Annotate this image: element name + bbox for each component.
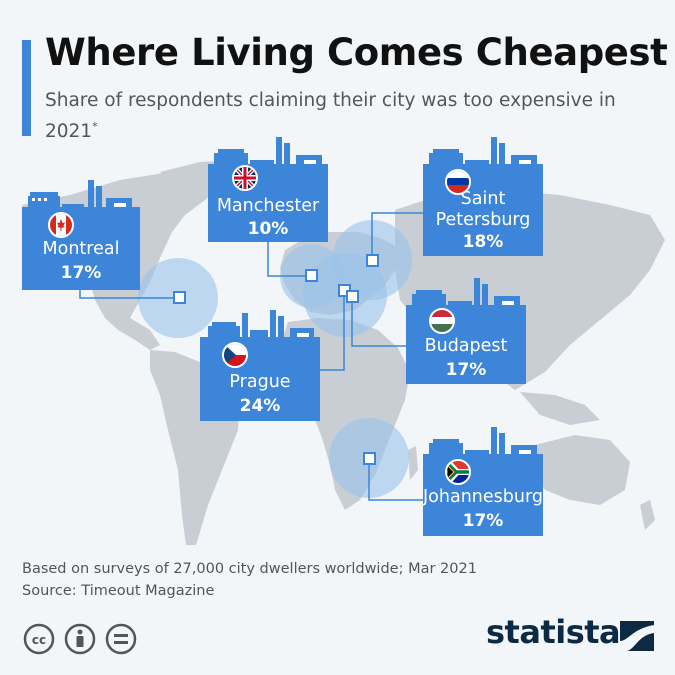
city-card-montreal: Montreal 17% <box>22 176 140 290</box>
city-name-budapest: Budapest <box>424 336 508 356</box>
city-card-box <box>406 305 526 384</box>
city-value-manchester: 10% <box>247 219 289 239</box>
source-note: Source: Timeout Magazine <box>22 583 215 599</box>
city-value-johannesburg: 17% <box>462 511 504 531</box>
saint-petersburg-marker <box>366 254 379 267</box>
survey-note: Based on surveys of 27,000 city dwellers… <box>22 561 477 577</box>
creative-commons-icon <box>23 623 55 655</box>
city-card-box <box>208 164 328 242</box>
russia-flag-icon <box>445 169 471 195</box>
no-derivatives-icon <box>105 623 137 655</box>
southeast-asia-shape <box>520 392 600 425</box>
city-value-prague: 24% <box>239 396 281 416</box>
johannesburg-connector <box>368 458 425 501</box>
saint-petersburg-connector <box>371 212 424 260</box>
city-name-johannesburg: Johannesburg <box>423 487 543 507</box>
johannesburg-marker <box>363 452 376 465</box>
title-accent-bar <box>22 40 31 136</box>
city-value-saint-petersburg: 18% <box>462 232 504 252</box>
city-card-box <box>200 337 320 421</box>
hungary-flag-icon <box>429 308 455 334</box>
subtitle-footnote-mark: * <box>92 120 98 133</box>
manchester-marker <box>305 269 318 282</box>
australia-shape <box>532 435 630 505</box>
city-name-manchester: Manchester <box>216 196 320 216</box>
page-title: Where Living Comes Cheapest <box>45 31 668 74</box>
city-name-montreal: Montreal <box>42 239 120 259</box>
montreal-marker <box>173 291 186 304</box>
canada-flag-icon <box>48 212 74 238</box>
attribution-icon <box>64 623 96 655</box>
subtitle-text: Share of respondents claiming their city… <box>45 90 616 143</box>
montreal-connector <box>79 290 180 299</box>
city-name-prague: Prague <box>229 372 291 392</box>
city-card-box <box>423 454 543 536</box>
svg-text:cc: cc <box>32 633 46 647</box>
city-value-budapest: 17% <box>445 360 487 380</box>
prague-connector <box>320 290 345 371</box>
statista-logo-icon <box>620 621 654 651</box>
madagascar-shape <box>408 446 418 480</box>
city-value-montreal: 17% <box>60 263 102 283</box>
city-name-line-2: Petersburg <box>435 210 531 230</box>
city-name-saint-petersburg: Saint Petersburg <box>423 189 543 231</box>
city-card-johannesburg: Johannesburg 17% <box>423 425 543 536</box>
city-card-budapest: Budapest 17% <box>406 276 526 384</box>
city-card-box <box>423 164 543 256</box>
footer-notes: Based on surveys of 27,000 city dwellers… <box>22 558 477 602</box>
city-card-prague: Prague 24% <box>200 308 320 421</box>
city-card-box <box>22 207 140 290</box>
manchester-connector <box>267 240 312 277</box>
license-icons[interactable]: cc <box>22 622 142 656</box>
japan-shape <box>598 272 617 312</box>
statista-logo-text[interactable]: statista <box>486 613 621 651</box>
city-card-saint-petersburg: Saint Petersburg 18% <box>423 135 543 256</box>
city-name-line-1: Saint <box>460 189 506 209</box>
city-card-manchester: Manchester 10% <box>208 135 328 242</box>
south-africa-flag-icon <box>445 459 471 485</box>
uk-flag-icon <box>232 165 258 191</box>
new-zealand-shape <box>640 500 655 530</box>
budapest-marker <box>346 290 359 303</box>
budapest-connector <box>351 297 408 347</box>
czech-flag-icon <box>222 342 248 368</box>
page-subtitle: Share of respondents claiming their city… <box>45 88 655 145</box>
